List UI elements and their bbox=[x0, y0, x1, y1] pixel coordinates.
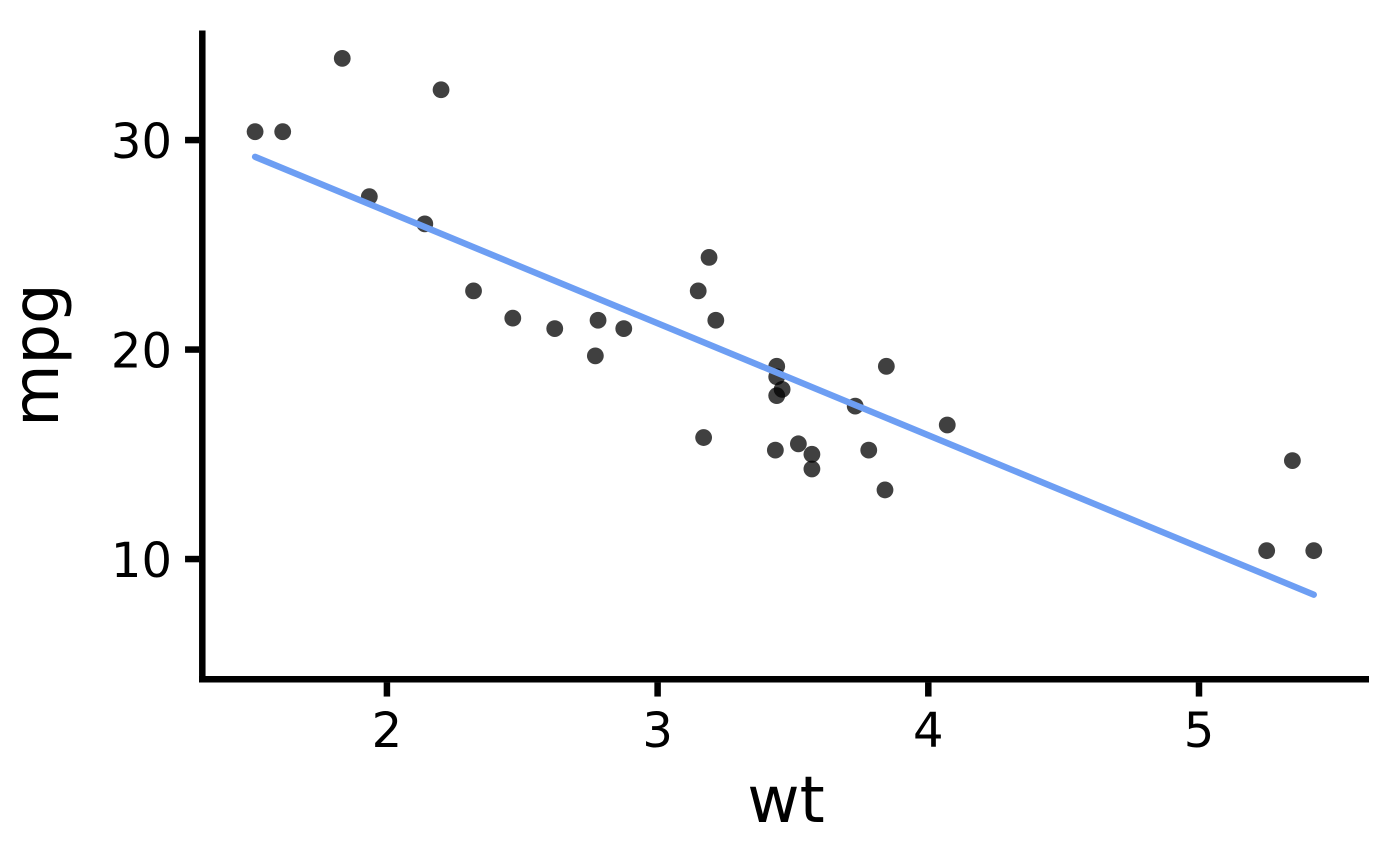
data-point bbox=[432, 81, 450, 99]
data-point bbox=[589, 311, 607, 329]
data-point bbox=[938, 416, 956, 434]
y-tick-label: 20 bbox=[111, 324, 172, 380]
scatter-points-layer bbox=[246, 49, 1323, 560]
x-tick-label: 5 bbox=[1184, 703, 1215, 759]
data-point bbox=[1258, 542, 1276, 560]
data-point bbox=[695, 429, 713, 446]
data-point bbox=[1305, 542, 1323, 560]
data-point bbox=[876, 481, 894, 499]
x-tick-label: 3 bbox=[642, 703, 673, 759]
data-point bbox=[707, 311, 725, 329]
y-tick-label: 10 bbox=[111, 533, 172, 589]
data-point bbox=[333, 49, 351, 67]
data-point bbox=[1283, 452, 1301, 469]
data-point bbox=[766, 441, 784, 459]
data-point bbox=[860, 441, 878, 459]
regression-line-icon bbox=[251, 153, 1317, 598]
data-point bbox=[803, 460, 821, 478]
data-point bbox=[274, 123, 292, 141]
data-point bbox=[768, 387, 786, 405]
x-tick-label: 2 bbox=[372, 703, 403, 759]
data-point bbox=[615, 320, 633, 338]
x-axis-title: wt bbox=[747, 764, 824, 838]
data-point bbox=[246, 123, 264, 141]
data-point bbox=[877, 357, 895, 375]
y-tick-label: 30 bbox=[111, 114, 172, 170]
x-axis-ticks bbox=[383, 682, 1203, 697]
data-point bbox=[789, 435, 807, 453]
data-point bbox=[504, 309, 522, 327]
y-axis-tick-labels: 10 20 30 bbox=[111, 114, 172, 589]
y-axis-ticks bbox=[185, 136, 200, 563]
y-axis-title: mpg bbox=[0, 283, 74, 427]
data-point bbox=[465, 282, 482, 300]
data-point bbox=[689, 282, 707, 300]
axes-layer: 2 3 4 5 10 20 30 bbox=[111, 30, 1369, 759]
data-point bbox=[700, 248, 718, 266]
data-point bbox=[803, 445, 821, 463]
x-axis-tick-labels: 2 3 4 5 bbox=[372, 703, 1215, 759]
data-point bbox=[546, 320, 564, 338]
data-point bbox=[586, 347, 604, 365]
x-tick-label: 4 bbox=[913, 703, 944, 759]
